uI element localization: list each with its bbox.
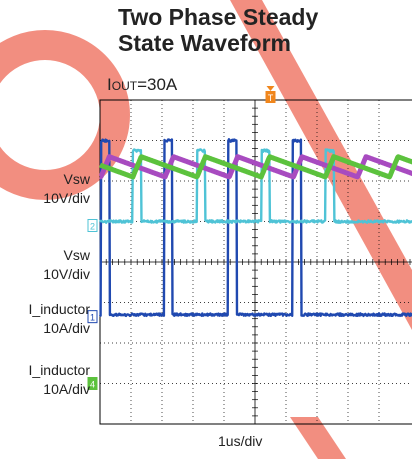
trigger-arrow-icon (267, 86, 275, 91)
title-line-1: Two Phase Steady (118, 4, 408, 30)
channel-1-scale: 10V/div (43, 189, 90, 208)
watermark-stroke-bottom (290, 417, 346, 459)
channel-4-scale: 10A/div (29, 380, 90, 399)
condition-label: IOUT=30A (107, 75, 177, 95)
title-line-2: State Waveform (118, 30, 408, 56)
x-axis-label: 1us/div (218, 433, 262, 449)
chart-title: Two Phase Steady State Waveform (118, 4, 408, 56)
channel-3-scale: 10A/div (29, 319, 90, 338)
trigger-marker-text: T (268, 93, 274, 103)
channel-marker-text-4: 4 (90, 380, 95, 390)
watermark-ring (0, 45, 115, 185)
channel-1-label: Vsw 10V/div (43, 170, 90, 208)
channel-2-name: Vsw (43, 246, 90, 265)
channel-2-label: Vsw 10V/div (43, 246, 90, 284)
channel-2-scale: 10V/div (43, 265, 90, 284)
channel-marker-text-2: 2 (90, 222, 95, 232)
condition-subscript: OUT (112, 79, 137, 93)
channel-4-label: I_inductor 10A/div (29, 361, 90, 399)
condition-suffix: =30A (137, 75, 177, 94)
channel-3-name: I_inductor (29, 300, 90, 319)
plot-grid (100, 100, 412, 424)
channel-marker-text-1: 1 (90, 313, 95, 323)
channel-3-label: I_inductor 10A/div (29, 300, 90, 338)
channel-1-name: Vsw (43, 170, 90, 189)
channel-4-name: I_inductor (29, 361, 90, 380)
